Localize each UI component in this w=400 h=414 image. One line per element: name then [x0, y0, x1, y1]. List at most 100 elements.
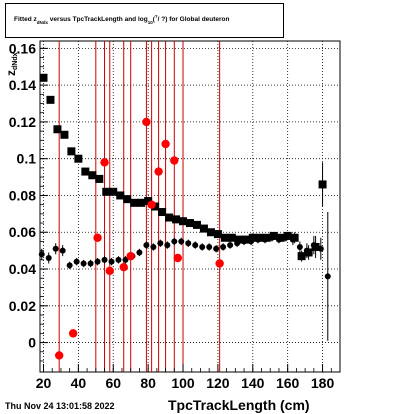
data-point-square [227, 233, 236, 242]
data-point-red [147, 200, 156, 209]
data-point-dot [241, 238, 248, 245]
data-point-dot [45, 254, 52, 261]
data-point-dot [94, 258, 101, 265]
data-point-dot [268, 234, 275, 241]
x-tick-label: 20 [36, 375, 52, 391]
y-tick-label: 0.1 [17, 151, 37, 167]
data-point-dot [108, 258, 115, 265]
data-point-dot [206, 243, 213, 250]
axis-ticks: 20 40 60 80 100 120 140 160 180 0 0.02 0.04 0.06 0.08… [9, 40, 335, 391]
y-tick-label: 0.12 [9, 114, 36, 130]
data-point-square [172, 215, 181, 224]
data-point-dot [136, 249, 143, 256]
data-point-square [130, 198, 139, 207]
y-tick-label: 0.08 [9, 187, 36, 203]
data-point-square [95, 174, 104, 183]
data-point-square [220, 233, 229, 242]
x-tick-label: 40 [71, 375, 87, 391]
data-point-dot [87, 260, 94, 267]
x-tick-label: 180 [311, 375, 335, 391]
data-point-square [60, 130, 69, 139]
data-point-dot [220, 243, 227, 250]
data-point-square [206, 228, 215, 237]
data-point-dot [185, 240, 192, 247]
data-point-dot [248, 238, 255, 245]
data-point-square [102, 187, 111, 196]
data-point-dot [296, 243, 303, 250]
data-point-dot [59, 247, 66, 254]
data-point-dot [324, 273, 331, 280]
data-point-square [53, 125, 62, 134]
data-point-square [192, 220, 201, 229]
data-point-dot [164, 242, 171, 249]
data-point-dot [157, 240, 164, 247]
data-point-dot [171, 238, 178, 245]
data-point-red [170, 156, 179, 165]
data-point-square [137, 198, 146, 207]
data-point-red [161, 139, 170, 149]
data-point-dot [122, 256, 129, 263]
x-tick-label: 80 [140, 375, 156, 391]
y-tick-label: 0.02 [9, 298, 36, 314]
data-point-dot [282, 234, 289, 241]
data-point-dot [38, 251, 45, 258]
y-tick-label: 0.14 [9, 77, 36, 93]
grid-lines [40, 41, 340, 372]
x-tick-label: 100 [171, 375, 195, 391]
data-point-dot [73, 258, 80, 265]
x-axis-label: TpcTrackLength (cm) [168, 397, 310, 413]
data-point-square [199, 224, 208, 233]
data-point-red [105, 266, 114, 276]
title-box: Fitted zdNdx versus TpcTrackLength and l… [5, 3, 284, 38]
y-tick-label: 0.16 [9, 40, 36, 56]
data-point-dot [101, 256, 108, 263]
data-point-red [119, 262, 128, 272]
data-point-square [248, 233, 257, 242]
data-point-square [213, 230, 222, 239]
data-point-red [215, 259, 224, 268]
data-point-dot [234, 240, 241, 247]
data-point-square [109, 187, 118, 196]
data-point-square [234, 235, 243, 244]
data-point-dot [303, 247, 310, 254]
data-point-square [179, 217, 188, 226]
date-stamp: Thu Nov 24 13:01:58 2022 [5, 401, 115, 411]
data-point-dot [80, 260, 87, 267]
data-point-dot [143, 242, 150, 249]
x-tick-label: 140 [241, 375, 265, 391]
data-point-dot [262, 236, 268, 243]
data-point-dot [213, 245, 220, 252]
data-point-square [88, 171, 97, 180]
data-point-square [186, 219, 194, 228]
x-tick-label: 60 [105, 375, 121, 391]
data-point-square [46, 95, 55, 104]
data-point-square [67, 147, 76, 156]
data-point-dot [178, 238, 185, 245]
data-point-dot [192, 242, 199, 249]
y-tick-label: 0.04 [9, 261, 36, 277]
data-point-square [74, 154, 83, 163]
data-point-red [142, 117, 151, 127]
data-point-red [54, 351, 64, 360]
data-point-square [39, 73, 48, 82]
y-axis-label: zdNdx [4, 52, 19, 77]
x-tick-label: 120 [206, 375, 230, 391]
data-point-dot [115, 256, 122, 263]
data-point-square [116, 191, 125, 200]
data-point-square [81, 167, 90, 176]
data-series [38, 73, 331, 360]
data-point-square [123, 195, 132, 204]
data-point-square [144, 196, 153, 205]
data-point-red [93, 233, 102, 242]
y-tick-label: 0.06 [9, 224, 36, 240]
data-point-dot [150, 243, 157, 250]
data-point-dot [289, 236, 296, 243]
data-point-square [165, 213, 174, 222]
data-point-dot [317, 245, 324, 252]
data-point-dot [199, 243, 206, 250]
chart-title: Fitted zdNdx versus TpcTrackLength and l… [14, 14, 230, 25]
data-point-red [126, 251, 135, 261]
data-point-dot [66, 262, 73, 269]
data-point-red [154, 167, 163, 176]
